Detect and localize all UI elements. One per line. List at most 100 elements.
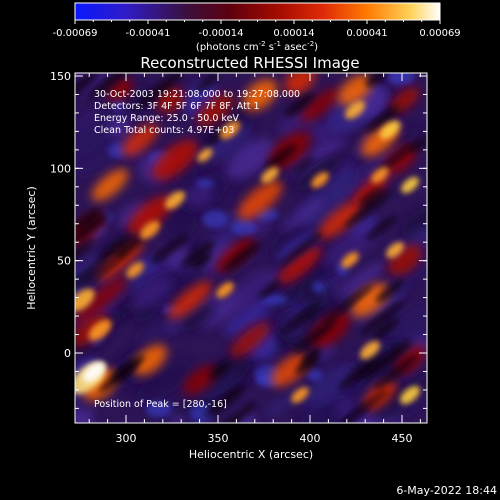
hot-streak bbox=[214, 237, 256, 273]
texture-blob bbox=[336, 262, 386, 298]
colorbar-units-1: (photons cm bbox=[196, 42, 259, 53]
texture-blue-blob bbox=[232, 219, 257, 237]
hot-streak bbox=[383, 144, 417, 176]
highlight-blob bbox=[379, 120, 401, 140]
colorbar-tick-label-0: -0.00069 bbox=[53, 28, 98, 39]
dark-streak bbox=[338, 356, 380, 390]
colorbar-units-sup2: -1 bbox=[274, 40, 281, 48]
peak-position-text: Position of Peak = [280,-16] bbox=[94, 399, 227, 410]
highlight-blob bbox=[371, 167, 389, 183]
texture-blob bbox=[281, 198, 326, 231]
image-title: Reconstructed RHESSI Image bbox=[140, 54, 359, 72]
colorbar-tick-label-2: -0.00014 bbox=[199, 28, 244, 39]
highlight-blob bbox=[88, 319, 112, 341]
dark-streak bbox=[116, 236, 143, 258]
hot-streak bbox=[338, 74, 372, 106]
image-plot: 300 350 400 450 150 100 50 0 30-Oct-2003 19:21:… bbox=[50, 70, 428, 445]
texture-blob bbox=[350, 215, 377, 236]
texture-blob bbox=[75, 112, 113, 154]
hot-streak bbox=[91, 168, 129, 202]
x-tick-label-2: 400 bbox=[300, 432, 321, 445]
texture-blob bbox=[108, 116, 131, 139]
dark-streak bbox=[344, 189, 393, 228]
highlight-blob bbox=[401, 177, 419, 193]
bright-highlights bbox=[75, 100, 421, 405]
dark-streak bbox=[75, 212, 110, 246]
colorbar-tick-label-1: -0.00041 bbox=[126, 28, 171, 39]
highlight-blob bbox=[197, 148, 213, 162]
texture-blob bbox=[177, 302, 215, 332]
hot-streak bbox=[152, 139, 198, 181]
texture-blob bbox=[167, 413, 187, 423]
dark-streak bbox=[98, 234, 132, 262]
texture-blue-blob bbox=[312, 281, 325, 293]
hot-streak bbox=[388, 244, 422, 276]
texture-blob bbox=[326, 166, 365, 202]
hot-streak bbox=[127, 195, 173, 235]
colorbar-gradient bbox=[74, 2, 441, 21]
dark-streak bbox=[223, 242, 260, 272]
annotation-line-3: Energy Range: 25.0 - 50.0 keV bbox=[94, 113, 239, 124]
y-tick-label-2: 50 bbox=[57, 255, 71, 268]
hot-streak bbox=[309, 311, 351, 349]
hot-streak bbox=[133, 344, 167, 376]
y-axis-label: Heliocentric Y (arcsec) bbox=[25, 186, 38, 310]
texture-blob bbox=[75, 131, 124, 176]
x-axis-label: Heliocentric X (arcsec) bbox=[189, 448, 313, 461]
hot-streak bbox=[183, 365, 217, 395]
highlight-blob bbox=[126, 262, 144, 278]
texture-blob bbox=[206, 125, 252, 161]
dark-streak bbox=[294, 319, 337, 353]
highlight-blob bbox=[219, 120, 241, 140]
highlight-blob bbox=[261, 167, 279, 183]
colorbar-units-label: (photons cm-2 s-1 asec-2) bbox=[196, 40, 318, 53]
colorbar-ticks bbox=[74, 20, 441, 24]
texture-blob bbox=[198, 355, 251, 398]
plot-frame bbox=[74, 72, 428, 424]
texture-blob bbox=[136, 359, 192, 404]
dark-streak bbox=[322, 285, 372, 324]
hot-streak bbox=[75, 276, 128, 324]
annotation-line-4: Clean Total counts: 4.97E+03 bbox=[94, 125, 234, 136]
highlight-blob bbox=[344, 100, 366, 120]
texture-blob bbox=[390, 303, 427, 342]
texture-blob bbox=[202, 99, 255, 138]
dark-streak bbox=[410, 135, 427, 153]
x-tick-label-1: 350 bbox=[208, 432, 229, 445]
texture-blue-blob bbox=[202, 210, 228, 229]
texture-blob bbox=[323, 223, 379, 267]
x-tick-label-0: 300 bbox=[116, 432, 137, 445]
dark-streak bbox=[264, 144, 297, 171]
colorbar-units-mid: s bbox=[266, 42, 274, 53]
dark-streak bbox=[204, 384, 246, 417]
dark-streak bbox=[372, 317, 399, 339]
highlight-blob bbox=[216, 282, 234, 298]
dark-streak bbox=[285, 93, 314, 117]
colorbar-tick-label-5: 0.00069 bbox=[419, 28, 460, 39]
dark-streak bbox=[151, 234, 188, 264]
dark-streak bbox=[88, 73, 133, 99]
dark-streak bbox=[362, 340, 412, 380]
highlight-blob bbox=[139, 220, 161, 240]
dark-streak bbox=[209, 361, 231, 380]
hot-streak bbox=[156, 87, 184, 113]
highlight-blob bbox=[359, 340, 381, 360]
dark-streak bbox=[281, 303, 320, 334]
texture-blue-blob bbox=[195, 179, 215, 188]
hot-streak bbox=[75, 313, 109, 347]
x-tick-label-3: 450 bbox=[392, 432, 413, 445]
dark-streak bbox=[366, 215, 397, 240]
hot-streak bbox=[271, 353, 309, 387]
dark-streak bbox=[79, 251, 128, 290]
highlight-blob bbox=[386, 242, 404, 258]
highlight-blob bbox=[75, 288, 95, 312]
dark-streak bbox=[195, 74, 218, 93]
texture-blob bbox=[232, 268, 281, 308]
dark-streaks bbox=[75, 73, 427, 423]
hot-streak bbox=[278, 246, 322, 284]
texture-blob bbox=[130, 277, 173, 311]
dark-streak bbox=[259, 281, 281, 299]
texture-blob bbox=[226, 138, 276, 179]
colorbar-tick-labels: -0.00069 -0.00041 -0.00014 0.00014 0.00041 0.… bbox=[53, 28, 461, 39]
